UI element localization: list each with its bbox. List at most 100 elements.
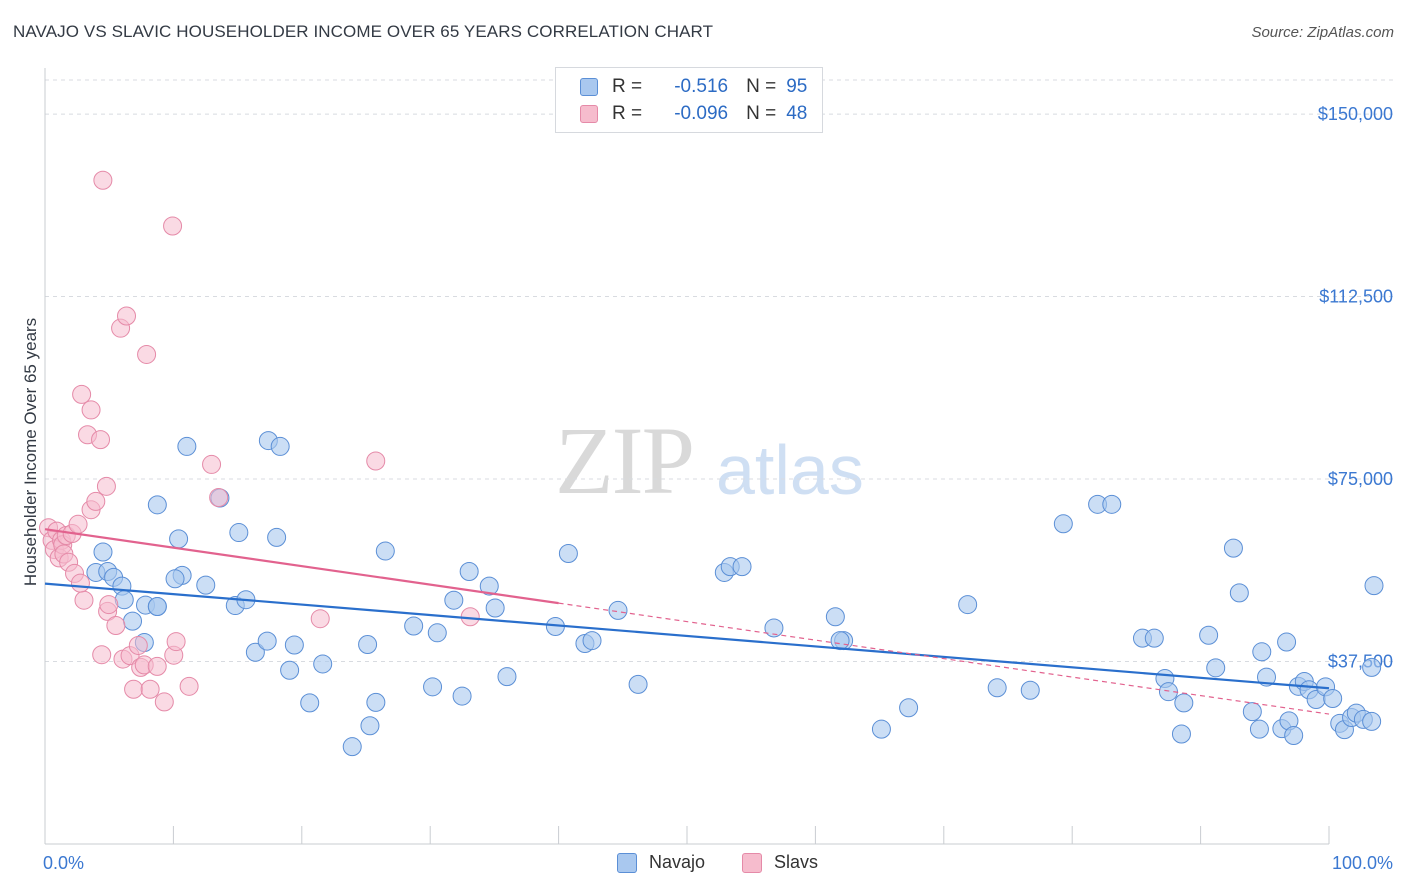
navajo-point <box>300 693 320 713</box>
legend-row-slavs: R = -0.096 N = 48 <box>580 102 807 126</box>
slavs-point <box>93 170 113 190</box>
legend-r-value: -0.516 <box>674 76 729 97</box>
legend-r-label: R = <box>612 76 643 97</box>
legend-n-label: N = <box>746 76 777 97</box>
navajo-point <box>404 616 424 636</box>
chart-title: NAVAJO VS SLAVIC HOUSEHOLDER INCOME OVER… <box>13 22 714 41</box>
slavs-point <box>166 632 186 652</box>
slavs-swatch <box>742 852 762 873</box>
series-legend-slavs: Slavs <box>742 852 818 873</box>
slavs-point <box>117 306 137 326</box>
navajo-point <box>93 542 113 562</box>
legend-n-label: N = <box>746 103 777 124</box>
y-tick-label: $75,000 <box>1328 469 1393 489</box>
slavs-point <box>70 573 90 593</box>
navajo-point <box>375 541 395 561</box>
navajo-point <box>558 543 578 563</box>
navajo-point <box>899 698 919 718</box>
navajo-point <box>628 674 648 694</box>
slavs-point <box>147 656 167 676</box>
slavs-point <box>154 692 174 712</box>
navajo-point <box>1362 657 1382 677</box>
slavs-point <box>81 400 101 420</box>
legend-n-value: 48 <box>786 103 808 124</box>
slavs-point <box>91 430 111 450</box>
navajo-point <box>229 523 249 543</box>
slavs-point <box>179 676 199 696</box>
slavs-point <box>99 595 119 615</box>
navajo-point <box>257 631 277 651</box>
slavs-point <box>92 645 112 665</box>
navajo-point <box>1362 711 1382 731</box>
slavs-point <box>137 344 157 364</box>
navajo-point <box>1252 642 1272 662</box>
navajo-point <box>280 660 300 680</box>
navajo-point <box>366 692 386 712</box>
slavs-point <box>310 609 330 629</box>
x-tick-label-min: 0.0% <box>43 853 84 873</box>
y-tick-label: $150,000 <box>1318 104 1393 124</box>
y-tick-label: $37,500 <box>1328 652 1393 672</box>
navajo-point <box>1053 514 1073 534</box>
navajo-point <box>1364 576 1384 596</box>
navajo-point <box>958 595 978 615</box>
slavs-point <box>72 384 92 404</box>
legend-r-label: R = <box>612 103 643 124</box>
series-legend: Navajo Slavs <box>0 852 1406 876</box>
slavs-point <box>96 476 116 496</box>
slavs-trend-extension <box>558 602 1330 715</box>
slavs-point <box>74 590 94 610</box>
navajo-point <box>1102 494 1122 514</box>
navajo-points <box>86 431 1384 757</box>
slavs-point <box>209 488 229 508</box>
navajo-point <box>1223 538 1243 558</box>
navajo-trend-line <box>44 582 1330 690</box>
legend-r-value: -0.096 <box>674 103 729 124</box>
navajo-point <box>608 600 628 620</box>
navajo-point <box>427 623 447 643</box>
navajo-point <box>165 569 185 589</box>
navajo-point <box>284 635 304 655</box>
slavs-trend-line <box>44 528 559 605</box>
navajo-point <box>1257 667 1277 687</box>
watermark-atlas: atlas <box>716 431 864 509</box>
navajo-point <box>1144 628 1164 648</box>
navajo-point <box>147 597 167 617</box>
navajo-point <box>1199 625 1219 645</box>
navajo-point <box>147 495 167 515</box>
navajo-point <box>423 677 443 697</box>
slavs-point <box>124 679 144 699</box>
navajo-point <box>169 529 189 549</box>
watermark-zip: ZIP <box>555 407 695 514</box>
navajo-point <box>177 436 197 456</box>
navajo-point <box>267 527 287 547</box>
correlation-legend: R = -0.516 N = 95 R = -0.096 N = 48 <box>555 67 823 133</box>
x-tick-label-max: 100.0% <box>1332 853 1393 873</box>
slavs-point <box>366 451 386 471</box>
navajo-point <box>342 737 362 757</box>
navajo-point <box>732 557 752 577</box>
navajo-point <box>1020 680 1040 700</box>
navajo-point <box>360 716 380 736</box>
navajo-point <box>764 618 784 638</box>
navajo-point <box>358 634 378 654</box>
navajo-point <box>1174 693 1194 713</box>
slavs-point <box>140 679 160 699</box>
navajo-point <box>313 654 333 674</box>
legend-row-navajo: R = -0.516 N = 95 <box>580 75 807 99</box>
navajo-point <box>479 576 499 596</box>
legend-n-value: 95 <box>786 76 808 97</box>
slavs-point <box>68 514 88 534</box>
navajo-swatch <box>617 852 637 873</box>
navajo-point <box>1249 719 1269 739</box>
navajo-point <box>1206 658 1226 678</box>
slavs-point <box>163 216 183 236</box>
legend-swatch-slavs <box>580 105 598 123</box>
slavs-legend-label: Slavs <box>774 852 819 872</box>
navajo-point <box>270 436 290 456</box>
y-axis-label: Householder Income Over 65 years <box>21 318 40 586</box>
navajo-point <box>582 631 602 651</box>
navajo-point <box>245 642 265 662</box>
navajo-point <box>830 631 850 651</box>
